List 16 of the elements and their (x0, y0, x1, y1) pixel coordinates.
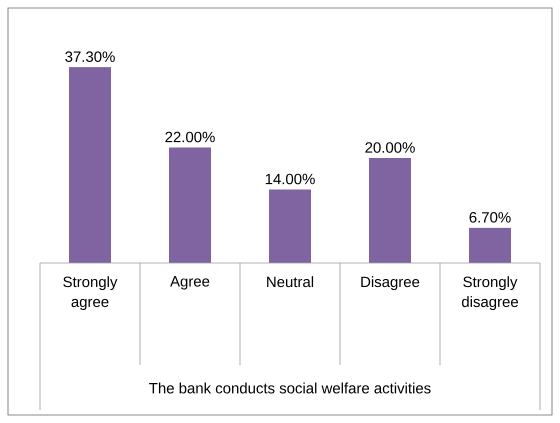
data-label: 37.30% (65, 51, 115, 62)
bar (169, 147, 212, 263)
x-tick-label: Strongly agree (63, 276, 118, 310)
x-axis-title: The bank conducts social welfare activities (149, 382, 431, 394)
bar (69, 67, 112, 263)
x-tick-label: Agree (170, 276, 210, 290)
data-label: 20.00% (365, 142, 415, 153)
bar (369, 158, 412, 263)
x-tick-label: Neutral (267, 276, 314, 288)
x-tick-label: Strongly disagree (462, 276, 518, 310)
x-tick-label: Disagree (361, 276, 420, 290)
data-label: 22.00% (165, 132, 215, 142)
data-label: 6.70% (470, 212, 511, 223)
bar (269, 189, 312, 263)
bar (469, 228, 512, 263)
data-label: 14.00% (266, 174, 315, 184)
